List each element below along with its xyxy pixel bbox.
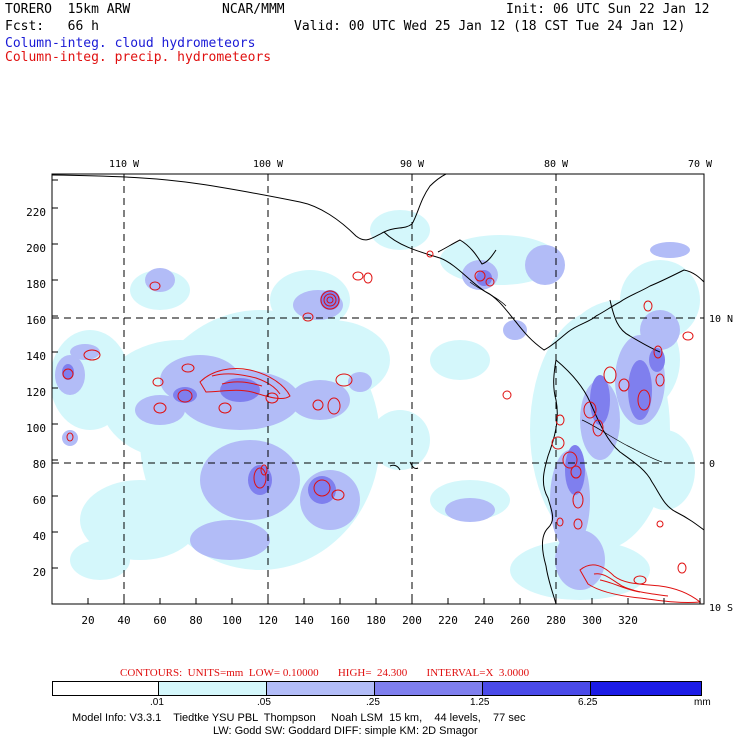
x-tick: 40 xyxy=(117,614,130,627)
colorbar-tick: 1.25 xyxy=(470,697,490,708)
y-tick: 120 xyxy=(26,386,46,399)
model-info-line2: LW: Godd SW: Goddard DIFF: simple KM: 2D… xyxy=(213,725,478,737)
x-tick: 100 xyxy=(222,614,242,627)
x-tick: 280 xyxy=(546,614,566,627)
lon-label-100w: 100 W xyxy=(253,159,284,170)
model-info-line1: Model Info: V3.3.1 Tiedtke YSU PBL Thomp… xyxy=(72,712,526,724)
colorbar-tick: .01 xyxy=(150,697,164,708)
borders xyxy=(469,281,663,463)
precip-contours xyxy=(62,250,702,603)
lat-lon-grid xyxy=(52,174,704,604)
x-tick: 120 xyxy=(258,614,278,627)
y-tick: 160 xyxy=(26,314,46,327)
y-tick: 40 xyxy=(33,530,46,543)
coastlines xyxy=(52,174,704,604)
x-tick: 220 xyxy=(438,614,458,627)
organization-label: NCAR/MMM xyxy=(222,2,285,17)
y-tick: 200 xyxy=(26,242,46,255)
precip-field-label: Column-integ. precip. hydrometeors xyxy=(5,50,272,65)
valid-time: Valid: 00 UTC Wed 25 Jan 12 (18 CST Tue … xyxy=(294,19,686,34)
lat-label-10s: 10 S xyxy=(709,603,733,614)
x-tick: 320 xyxy=(618,614,638,627)
init-time: Init: 06 UTC Sun 22 Jan 12 xyxy=(506,2,710,17)
colorbar-unit: mm xyxy=(694,697,711,708)
y-tick: 80 xyxy=(33,458,46,471)
x-tick: 60 xyxy=(153,614,166,627)
lat-label-0: 0 xyxy=(709,459,715,470)
model-title: TORERO 15km ARW xyxy=(5,2,131,17)
colorbar-tick: .05 xyxy=(257,697,271,708)
lon-label-70w: 70 W xyxy=(688,159,713,170)
axis-ticks xyxy=(52,179,701,604)
y-tick: 140 xyxy=(26,350,46,363)
x-tick: 260 xyxy=(510,614,530,627)
x-tick: 200 xyxy=(402,614,422,627)
weather-map: 110 W 100 W 90 W 80 W 70 W 10 N 0 10 S 2… xyxy=(26,159,733,627)
y-tick: 100 xyxy=(26,422,46,435)
colorbar-segment-2 xyxy=(266,681,376,696)
y-tick: 20 xyxy=(33,566,46,579)
x-tick: 80 xyxy=(189,614,202,627)
colorbar-segment-0 xyxy=(52,681,160,696)
x-tick: 160 xyxy=(330,614,350,627)
x-tick: 180 xyxy=(366,614,386,627)
y-tick: 180 xyxy=(26,278,46,291)
map-frame xyxy=(51,173,705,605)
lon-label-80w: 80 W xyxy=(544,159,569,170)
y-tick: 220 xyxy=(26,206,46,219)
lon-label-90w: 90 W xyxy=(400,159,425,170)
colorbar-tick: .25 xyxy=(366,697,380,708)
colorbar-tick: 6.25 xyxy=(578,697,598,708)
lat-label-10n: 10 N xyxy=(709,314,733,325)
cloud-field-label: Column-integ. cloud hydrometeors xyxy=(5,36,256,51)
x-tick: 300 xyxy=(582,614,602,627)
lon-label-110w: 110 W xyxy=(109,159,140,170)
contour-info: CONTOURS: UNITS=mm LOW= 0.10000 HIGH= 24… xyxy=(120,667,530,679)
y-tick: 60 xyxy=(33,494,46,507)
x-tick: 20 xyxy=(81,614,94,627)
colorbar-segment-4 xyxy=(482,681,592,696)
colorbar-segment-5 xyxy=(590,681,702,696)
colorbar-segment-1 xyxy=(158,681,268,696)
forecast-hour: Fcst: 66 h xyxy=(5,19,99,34)
x-tick: 240 xyxy=(474,614,494,627)
x-tick: 140 xyxy=(294,614,314,627)
colorbar-segment-3 xyxy=(374,681,484,696)
